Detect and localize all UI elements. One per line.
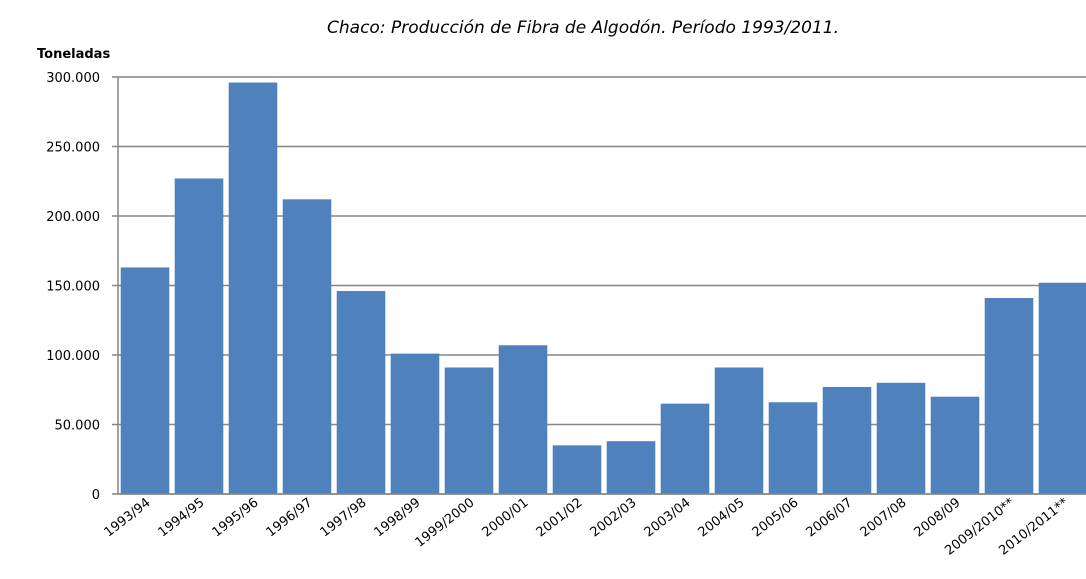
x-tick-label: 2004/05 <box>696 495 748 540</box>
x-tick-label: 1998/99 <box>372 495 424 540</box>
x-tick-label: 1995/96 <box>210 495 262 540</box>
y-axis-label: Toneladas <box>37 47 110 62</box>
bar <box>444 367 494 494</box>
x-tick-label: 2003/04 <box>642 495 694 540</box>
x-tick-label: 2006/07 <box>804 495 856 540</box>
bar <box>876 382 926 494</box>
y-tick-label: 0 <box>92 488 100 503</box>
bar <box>930 396 980 494</box>
x-tick-label: 2002/03 <box>588 495 640 540</box>
x-tick-label: 1996/97 <box>264 495 316 540</box>
bar <box>174 178 224 494</box>
x-tick-label: 1999/2000 <box>413 495 478 550</box>
y-tick-label: 100.000 <box>46 349 100 364</box>
bar <box>336 291 386 494</box>
x-tick-label: 1993/94 <box>102 495 154 540</box>
chart-title: Chaco: Producción de Fibra de Algodón. P… <box>327 18 839 38</box>
bar <box>282 199 332 494</box>
x-tick-label: 2008/09 <box>912 495 964 540</box>
y-tick-label: 300.000 <box>46 71 100 86</box>
x-tick-label: 2007/08 <box>858 495 910 540</box>
bar <box>606 441 656 494</box>
x-tick-label: 1997/98 <box>318 495 370 540</box>
x-tick-label: 2000/01 <box>480 495 532 540</box>
bar <box>822 386 872 494</box>
bar <box>552 445 602 494</box>
bar <box>984 298 1034 494</box>
y-tick-label: 50.000 <box>55 419 101 434</box>
bar <box>120 267 170 494</box>
bar <box>498 345 548 494</box>
x-tick-label: 1994/95 <box>156 495 208 540</box>
bar <box>768 402 818 494</box>
bar <box>1038 282 1086 494</box>
bar <box>228 82 278 494</box>
y-tick-label: 150.000 <box>46 280 100 295</box>
y-tick-label: 200.000 <box>46 210 100 225</box>
bar <box>390 353 440 494</box>
y-tick-label: 250.000 <box>46 141 100 156</box>
x-tick-label: 2005/06 <box>750 495 802 540</box>
x-tick-label: 2001/02 <box>534 495 586 540</box>
bar <box>660 403 710 494</box>
bar <box>714 367 764 494</box>
